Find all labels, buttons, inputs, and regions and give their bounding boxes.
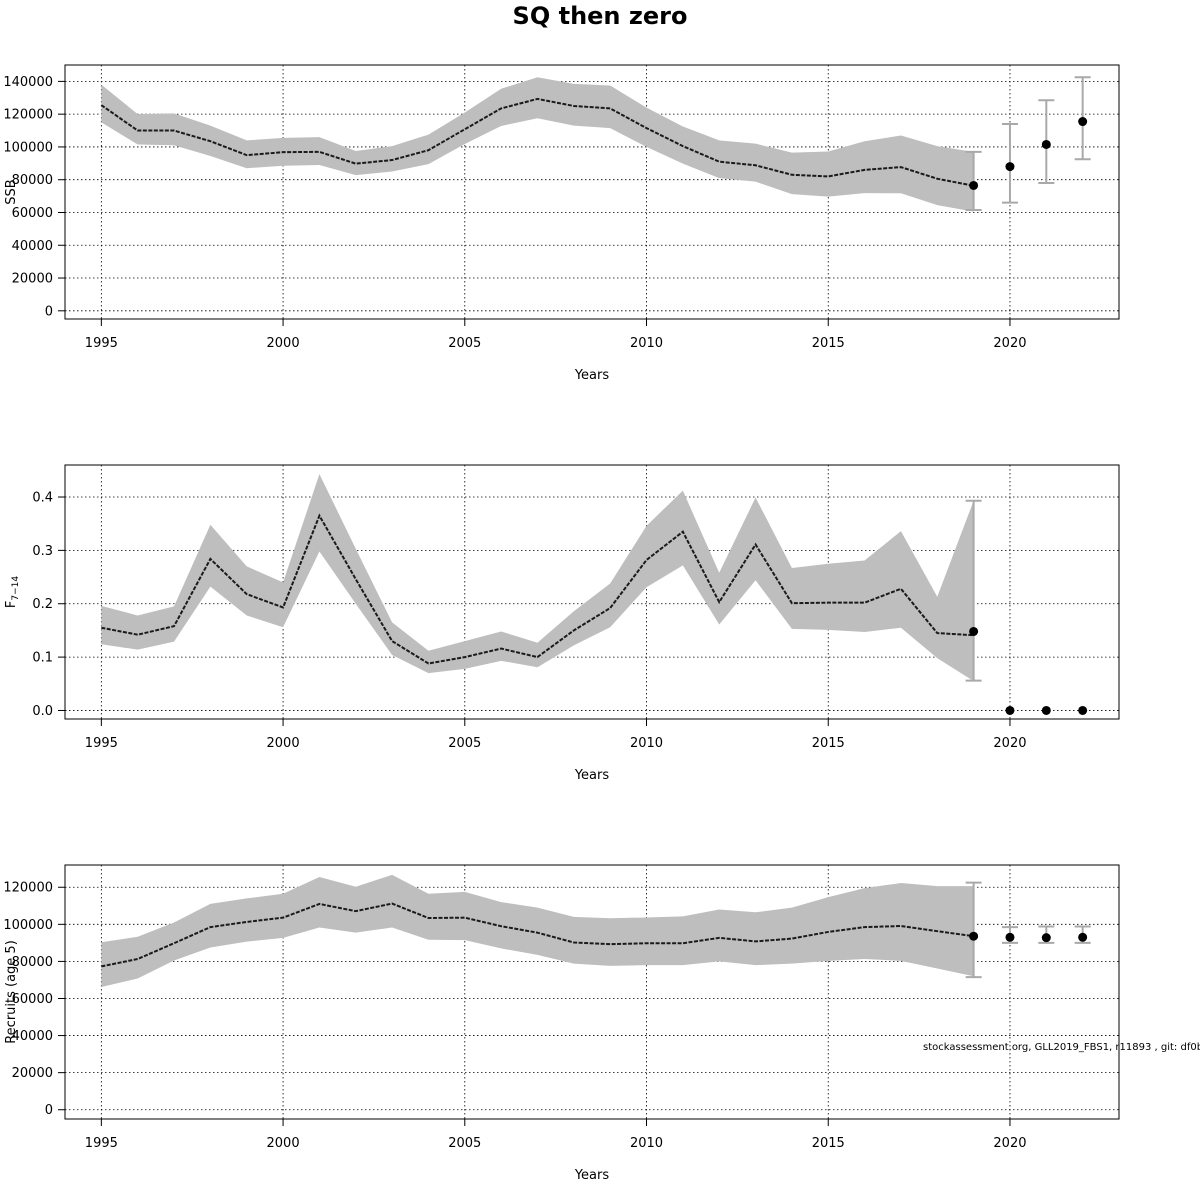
y-tick-label-40000: 40000: [12, 239, 53, 254]
confidence-band: [101, 474, 974, 682]
panels: 1995 2000 2005 2010 2015 20200200004000060000…: [3, 64, 1120, 1183]
x-axis-label: Years: [574, 768, 610, 783]
confidence-band: [101, 77, 974, 212]
forecast-point-2021: [1041, 705, 1051, 715]
y-tick-label-60000: 60000: [12, 992, 53, 1007]
x-tick-label-2010: 2010: [630, 1136, 663, 1151]
y-tick-label-0.4: 0.4: [32, 491, 53, 506]
forecast-point-2019: [969, 931, 979, 941]
x-axis-label: Years: [574, 368, 610, 383]
forecast-point-2022: [1078, 932, 1088, 942]
x-tick-label-2005: 2005: [448, 736, 481, 751]
y-tick-label-100000: 100000: [3, 918, 53, 933]
y-axis-label: Recruits (age 5): [4, 940, 19, 1044]
x-tick-label-2010: 2010: [630, 736, 663, 751]
forecast-point-2020: [1005, 932, 1015, 942]
y-tick-label-0: 0: [45, 304, 53, 319]
forecast-point-2022: [1078, 117, 1088, 127]
x-tick-label-2020: 2020: [993, 1136, 1026, 1151]
y-tick-label-120000: 120000: [3, 881, 53, 896]
confidence-band: [101, 874, 974, 987]
estimate-line: [100, 97, 974, 187]
y-tick-label-0.3: 0.3: [32, 544, 53, 559]
y-tick-label-20000: 20000: [12, 1066, 53, 1081]
plot-frame: [64, 864, 1120, 1120]
y-tick-label-0: 0.0: [32, 704, 53, 719]
y-tick-label-140000: 140000: [3, 75, 53, 90]
panel-3: 1995 2000 2005 2010 2015 2020 0 20000 40000 60000…: [3, 864, 1120, 1183]
x-tick-label-2010: 2010: [630, 336, 663, 351]
forecast-point-2019: [969, 626, 979, 636]
forecast-point-2021: [1041, 139, 1051, 149]
y-tick-label-80000: 80000: [12, 955, 53, 970]
x-tick-label-2015: 2015: [812, 736, 845, 751]
y-tick-label-120000: 120000: [3, 108, 53, 123]
plot-frame: [64, 64, 1120, 320]
forecast-point-2020: [1005, 705, 1015, 715]
y-axis-label-subscript: 7−14: [11, 576, 21, 601]
x-tick-label-2000: 2000: [267, 1136, 300, 1151]
x-tick-label-1995: 1995: [85, 736, 118, 751]
y-tick-label-60000: 60000: [12, 206, 53, 221]
footer-note: stockassessment.org, GLL2019_FBS1, r1189…: [923, 1042, 1200, 1053]
panel-1: 1995 2000 2005 2010 2015 2020 0 20000 40000 60000…: [3, 64, 1120, 383]
panel-2: 1995 2000 2005 2010 2015 2020 0.0 0.1 0.2 0.3 0.4 Y…: [4, 464, 1120, 783]
y-tick-label-0.1: 0.1: [32, 651, 53, 666]
x-tick-label-2000: 2000: [267, 336, 300, 351]
x-tick-label-2005: 2005: [448, 336, 481, 351]
estimate-line: [101, 902, 974, 968]
x-tick-label-2015: 2015: [812, 336, 845, 351]
x-tick-label-2020: 2020: [993, 736, 1026, 751]
y-tick-label-0.2: 0.2: [32, 597, 53, 612]
plot-frame: [64, 464, 1120, 720]
y-tick-label-40000: 40000: [12, 1029, 53, 1044]
y-axis-label: F7−14: [4, 576, 21, 608]
y-axis-label: SSB: [4, 179, 19, 204]
y-tick-label-100000: 100000: [3, 140, 53, 155]
x-axis-label: Years: [574, 1168, 610, 1183]
forecast-point-2021: [1041, 933, 1051, 943]
chart-title: SQ then zero: [513, 2, 688, 30]
y-tick-label-80000: 80000: [12, 173, 53, 188]
forecast-point-2019: [969, 180, 979, 190]
x-tick-label-2020: 2020: [993, 336, 1026, 351]
forecast-point-2020: [1005, 162, 1015, 172]
estimate-line: [101, 513, 974, 665]
x-tick-label-1995: 1995: [85, 336, 118, 351]
y-tick-label-0: 0: [45, 1103, 53, 1118]
x-tick-label-2000: 2000: [267, 736, 300, 751]
x-tick-label-2005: 2005: [448, 1136, 481, 1151]
forecast-point-2022: [1078, 705, 1088, 715]
x-tick-label-1995: 1995: [85, 1136, 118, 1151]
y-tick-label-20000: 20000: [12, 272, 53, 287]
x-tick-label-2015: 2015: [812, 1136, 845, 1151]
